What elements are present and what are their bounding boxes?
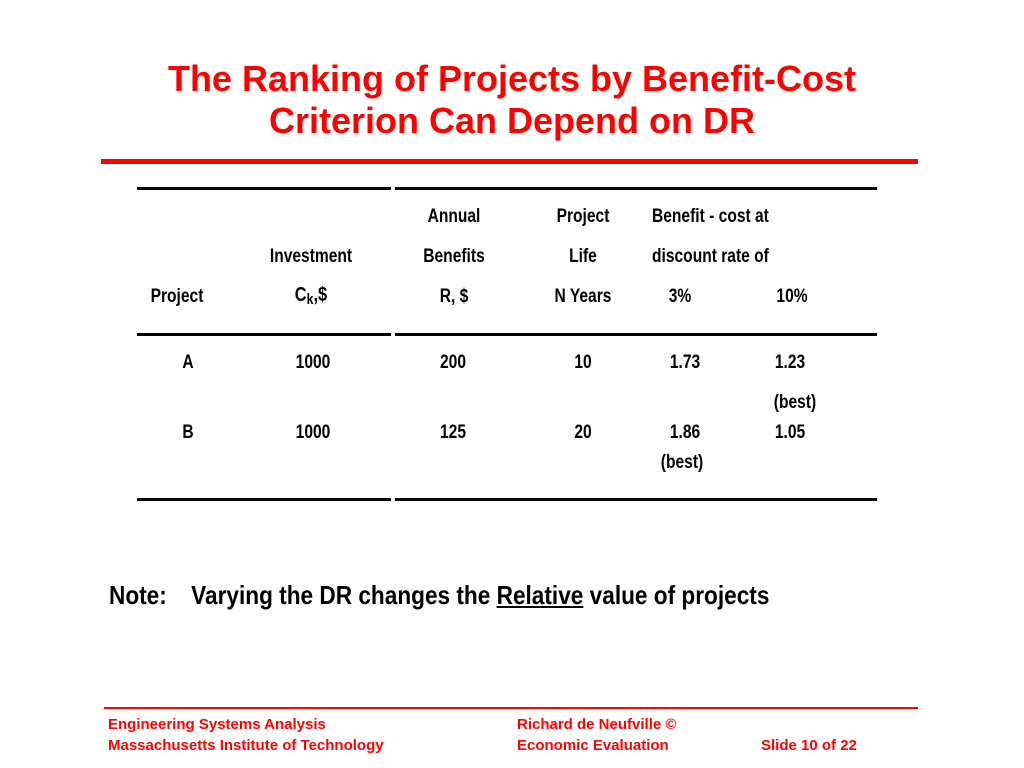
table-top-rule-right [395,187,877,190]
header-project: Project [150,286,204,307]
investment-symbol-unit: ,$ [313,284,328,306]
row-a-bc10-note: (best) [773,392,817,413]
row-b-bc3: 1.86 [669,422,701,443]
header-life-3: N Years [554,286,612,307]
investment-symbol-c: C [294,284,307,306]
note-emphasis: Relative [496,580,584,610]
footer-author: Richard de Neufville © [517,716,677,733]
table-header-rule-right [395,333,877,336]
header-life-2: Life [569,246,597,267]
note-line: Note: Varying the DR changes the Relative… [109,580,769,611]
table-top-rule-left [137,187,391,190]
header-rate-10: 10% [776,286,808,307]
slide-title-line1: The Ranking of Projects by Benefit-Cost [167,58,857,99]
row-a-life: 10 [574,352,592,373]
table-bottom-rule-right [395,498,877,501]
footer-institution: Massachusetts Institute of Technology [108,737,384,754]
footer-rule [104,707,918,709]
header-benefits-3: R, $ [439,286,469,307]
investment-symbol-sub: k [306,291,314,308]
header-bc-2: discount rate of [652,246,769,267]
footer-topic: Economic Evaluation [517,737,669,754]
row-b-life: 20 [574,422,592,443]
header-rate-3: 3% [668,286,692,307]
table-bottom-rule-left [137,498,391,501]
row-a-bc3: 1.73 [669,352,701,373]
note-text-after: value of projects [583,580,770,610]
row-b-benefits: 125 [439,422,466,443]
row-a-project: A [182,352,194,373]
note-text-before: Varying the DR changes the [191,580,497,610]
slide-title: The Ranking of Projects by Benefit-Cost … [0,58,1024,142]
header-life-1: Project [556,206,610,227]
footer-slide-number: Slide 10 of 22 [761,737,857,754]
slide-title-line2: Criterion Can Depend on DR [268,100,756,141]
row-b-project: B [182,422,194,443]
title-underline [101,159,918,164]
header-bc-1: Benefit - cost at [652,206,769,227]
table-header-rule-left [137,333,391,336]
footer-course: Engineering Systems Analysis [108,716,326,733]
header-investment-symbol: Ck,$ [258,284,365,308]
row-b-bc3-note: (best) [660,452,704,473]
header-benefits-2: Benefits [423,246,485,267]
header-investment: Investment [269,246,353,267]
row-a-benefits: 200 [439,352,466,373]
row-a-investment: 1000 [295,352,331,373]
note-label: Note: [109,580,167,610]
row-b-investment: 1000 [295,422,331,443]
row-b-bc10: 1.05 [774,422,806,443]
header-benefits-1: Annual [427,206,481,227]
row-a-bc10: 1.23 [774,352,806,373]
